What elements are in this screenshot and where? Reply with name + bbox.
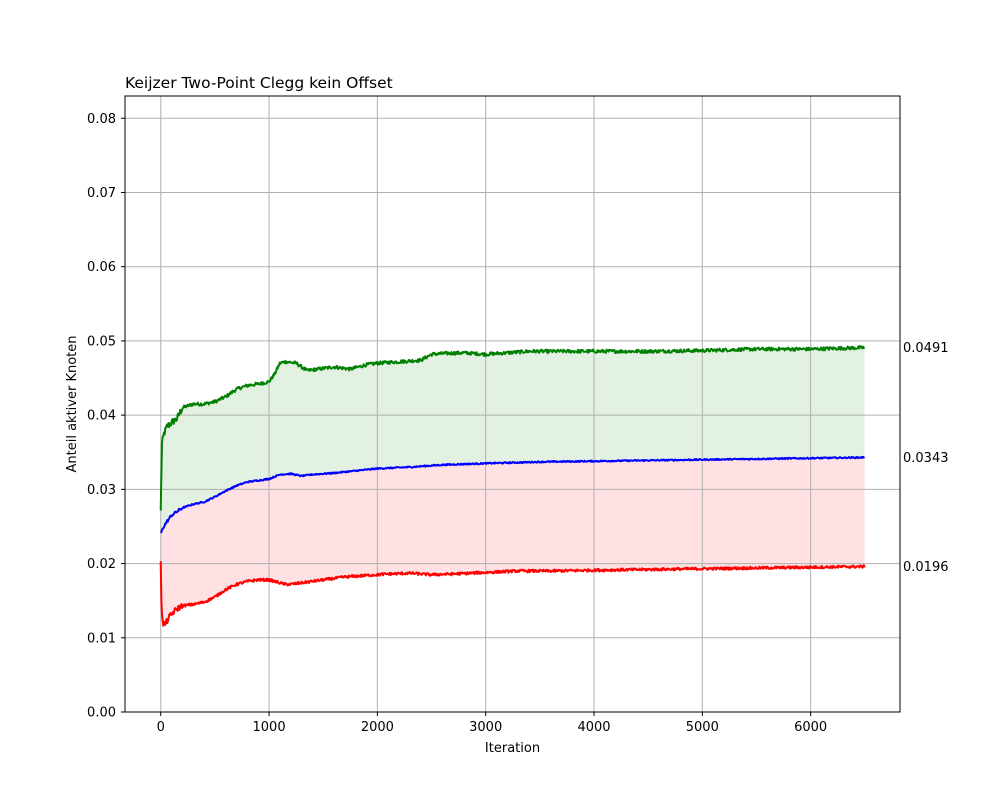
end-value-label: 0.0343 [903,451,949,466]
lower-series-line [159,561,866,627]
x-tick-label: 1000 [253,720,286,735]
grid-lines [125,96,900,713]
x-tick-label: 4000 [577,720,610,735]
band-fills [160,346,865,626]
x-tick-label: 5000 [686,720,719,735]
series-lines [159,345,866,627]
end-value-label: 0.0196 [903,560,949,575]
mean-series-line [159,455,865,534]
end-value-labels: 0.0491 0.0343 0.0196 [903,341,949,575]
y-tick-label: 0.01 [87,631,116,646]
x-tick-label: 3000 [469,720,502,735]
x-tick-label: 0 [157,720,165,735]
x-axis-title: Iteration [485,741,540,756]
y-tick-label: 0.02 [87,557,116,572]
y-tick-label: 0.00 [87,706,116,721]
end-value-label: 0.0491 [903,341,949,356]
lower-band-fill [160,456,865,626]
chart-title: Keijzer Two-Point Clegg kein Offset [125,74,393,92]
y-tick-label: 0.04 [87,409,116,424]
x-tick-label: 6000 [794,720,827,735]
upper-series-line [159,345,865,511]
y-tick-label: 0.08 [87,112,116,127]
y-tick-label: 0.06 [87,260,116,275]
y-tick-label: 0.05 [87,334,116,349]
axis-ticks: 0 1000 2000 3000 4000 5000 6000 0.00 0.01 0.02 0.0… [87,112,827,735]
y-tick-label: 0.03 [87,483,116,498]
upper-band-fill [160,346,865,533]
plot-frame [124,95,901,713]
x-tick-label: 2000 [361,720,394,735]
y-axis-title: Anteil aktiver Knoten [65,335,80,472]
y-tick-label: 0.07 [87,186,116,201]
